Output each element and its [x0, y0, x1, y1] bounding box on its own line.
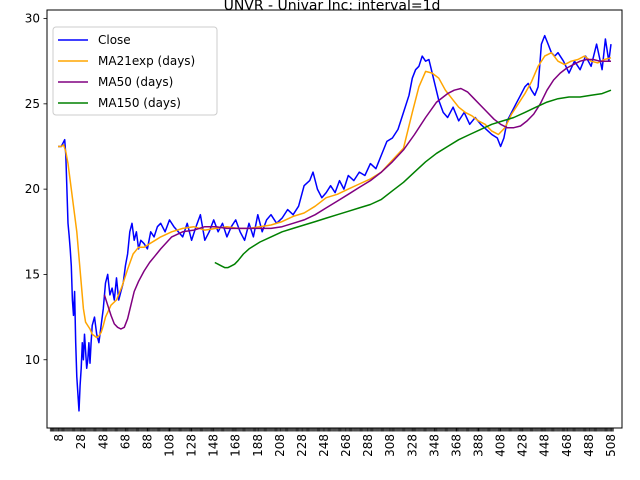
x-tick-label: 128	[185, 434, 199, 457]
y-tick-label: 25	[25, 97, 40, 111]
y-tick-label: 20	[25, 182, 40, 196]
series-layer	[58, 34, 612, 412]
y-tick-label: 10	[25, 353, 40, 367]
chart-title: UNVR - Univar Inc: interval=1d	[224, 0, 441, 14]
legend: Close MA21exp (days) MA50 (days) MA150 (day…	[52, 26, 218, 116]
plot-area-frame	[46, 9, 623, 429]
x-tick-label: 468	[560, 434, 574, 457]
series-line-ma50-days	[103, 58, 611, 330]
x-tick-label: 268	[339, 434, 353, 457]
x-tick-label: 388	[472, 434, 486, 457]
x-tick-label: 8	[52, 434, 66, 442]
x-tick-label: 228	[295, 434, 309, 457]
x-tick-label: 288	[361, 434, 375, 457]
x-tick-label: 88	[140, 434, 154, 449]
legend-box	[52, 26, 218, 116]
x-tick-label: 48	[96, 434, 110, 449]
x-tick-label: 28	[74, 434, 88, 449]
x-axis: 8 28 48 68 88 108 128 148 168 188 208 228 248 268 288 3…	[49, 428, 618, 457]
x-tick-label: 408	[494, 434, 508, 457]
x-tick-label: 148	[207, 434, 221, 457]
legend-label-ma50-days: MA50 (days)	[98, 75, 173, 89]
x-tick-label: 508	[604, 434, 618, 457]
series-line-ma150-days	[214, 89, 612, 269]
y-axis: 10 15 20 25 30	[25, 12, 47, 367]
x-tick-label: 368	[449, 434, 463, 457]
x-tick-label: 328	[405, 434, 419, 457]
x-tick-label: 488	[582, 434, 596, 457]
legend-label-ma21exp-days: MA21exp (days)	[98, 54, 195, 68]
x-tick-label: 68	[118, 434, 132, 449]
x-tick-label: 348	[427, 434, 441, 457]
legend-label-close: Close	[98, 33, 131, 47]
x-tick-label: 108	[163, 434, 177, 457]
series-line-close	[58, 34, 612, 412]
x-tick-label: 308	[383, 434, 397, 457]
x-tick-label: 448	[538, 434, 552, 457]
legend-label-ma150-days: MA150 (days)	[98, 96, 181, 110]
x-tick-label: 168	[229, 434, 243, 457]
y-tick-label: 30	[25, 12, 40, 26]
series-line-ma21exp-days	[58, 51, 612, 339]
y-tick-label: 15	[25, 267, 40, 281]
x-tick-label: 208	[273, 434, 287, 457]
x-tick-label: 428	[516, 434, 530, 457]
x-tick-label: 188	[251, 434, 265, 457]
x-tick-label: 248	[317, 434, 331, 457]
